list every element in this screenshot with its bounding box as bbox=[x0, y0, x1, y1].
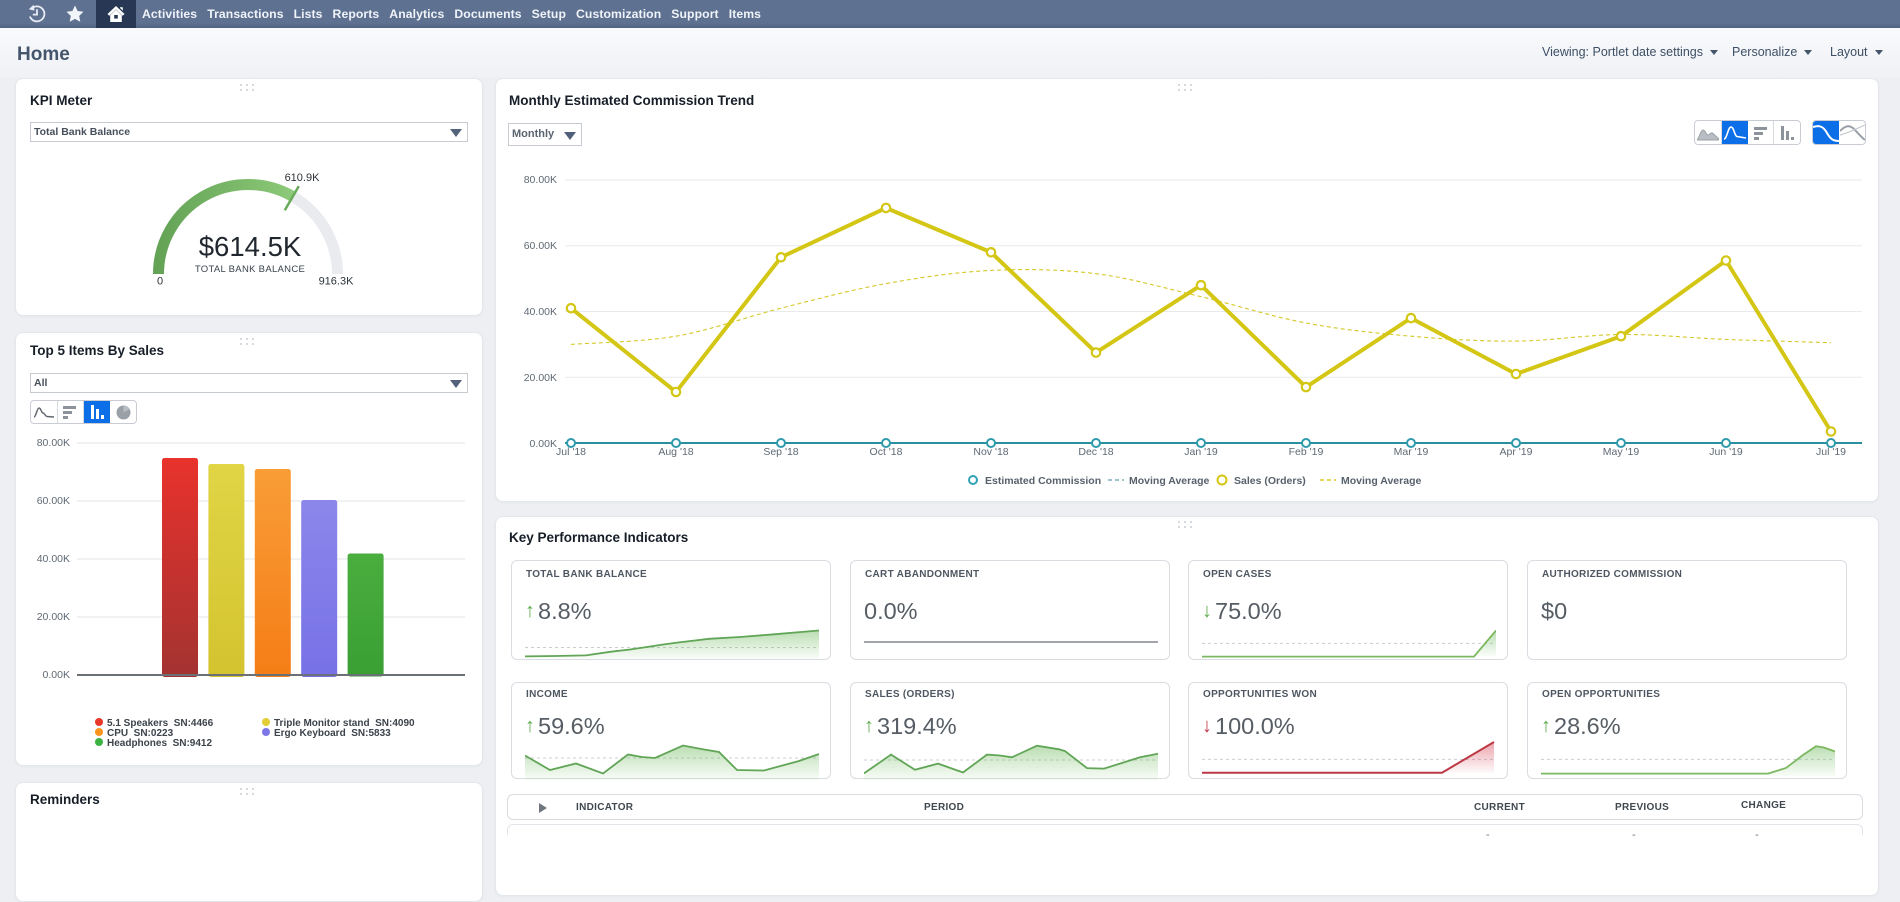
svg-text:Moving Average: Moving Average bbox=[1129, 475, 1209, 487]
svg-text:0.00K: 0.00K bbox=[530, 438, 557, 450]
svg-text:Jun '19: Jun '19 bbox=[1709, 446, 1743, 458]
svg-text:80.00K: 80.00K bbox=[524, 174, 557, 186]
svg-text:0: 0 bbox=[157, 276, 163, 288]
svg-text:Jul '19: Jul '19 bbox=[1816, 446, 1846, 458]
svg-text:Aug '18: Aug '18 bbox=[658, 446, 693, 458]
svg-text:Nov '18: Nov '18 bbox=[973, 446, 1008, 458]
svg-text:40.00K: 40.00K bbox=[524, 306, 557, 318]
svg-text:May '19: May '19 bbox=[1603, 446, 1640, 458]
svg-text:80.00K: 80.00K bbox=[37, 437, 70, 449]
svg-text:Estimated Commission: Estimated Commission bbox=[985, 475, 1101, 487]
svg-text:60.00K: 60.00K bbox=[524, 240, 557, 252]
svg-text:Jul '18: Jul '18 bbox=[556, 446, 586, 458]
svg-text:Apr '19: Apr '19 bbox=[1500, 446, 1533, 458]
svg-text:20.00K: 20.00K bbox=[524, 372, 557, 384]
svg-text:Sales (Orders): Sales (Orders) bbox=[1234, 475, 1306, 487]
svg-text:Ergo Keyboard SN:5833: Ergo Keyboard SN:5833 bbox=[274, 728, 391, 739]
svg-text:Feb '19: Feb '19 bbox=[1289, 446, 1324, 458]
svg-text:Sep '18: Sep '18 bbox=[763, 446, 798, 458]
svg-text:20.00K: 20.00K bbox=[37, 611, 70, 623]
svg-text:Mar '19: Mar '19 bbox=[1394, 446, 1429, 458]
svg-text:Dec '18: Dec '18 bbox=[1078, 446, 1113, 458]
svg-text:Oct '18: Oct '18 bbox=[870, 446, 903, 458]
svg-text:Headphones SN:9412: Headphones SN:9412 bbox=[107, 738, 212, 749]
svg-text:60.00K: 60.00K bbox=[37, 495, 70, 507]
svg-text:916.3K: 916.3K bbox=[319, 276, 355, 288]
svg-text:40.00K: 40.00K bbox=[37, 553, 70, 565]
svg-text:0.00K: 0.00K bbox=[43, 669, 70, 681]
svg-text:$614.5K: $614.5K bbox=[199, 231, 302, 262]
svg-text:CPU SN:0223: CPU SN:0223 bbox=[107, 728, 174, 739]
svg-text:Jan '19: Jan '19 bbox=[1184, 446, 1218, 458]
svg-text:TOTAL BANK BALANCE: TOTAL BANK BALANCE bbox=[195, 264, 305, 275]
svg-text:5.1 Speakers SN:4466: 5.1 Speakers SN:4466 bbox=[107, 718, 214, 729]
svg-text:Moving Average: Moving Average bbox=[1341, 475, 1421, 487]
svg-text:Triple Monitor stand SN:4090: Triple Monitor stand SN:4090 bbox=[274, 718, 415, 729]
svg-text:610.9K: 610.9K bbox=[285, 172, 321, 184]
